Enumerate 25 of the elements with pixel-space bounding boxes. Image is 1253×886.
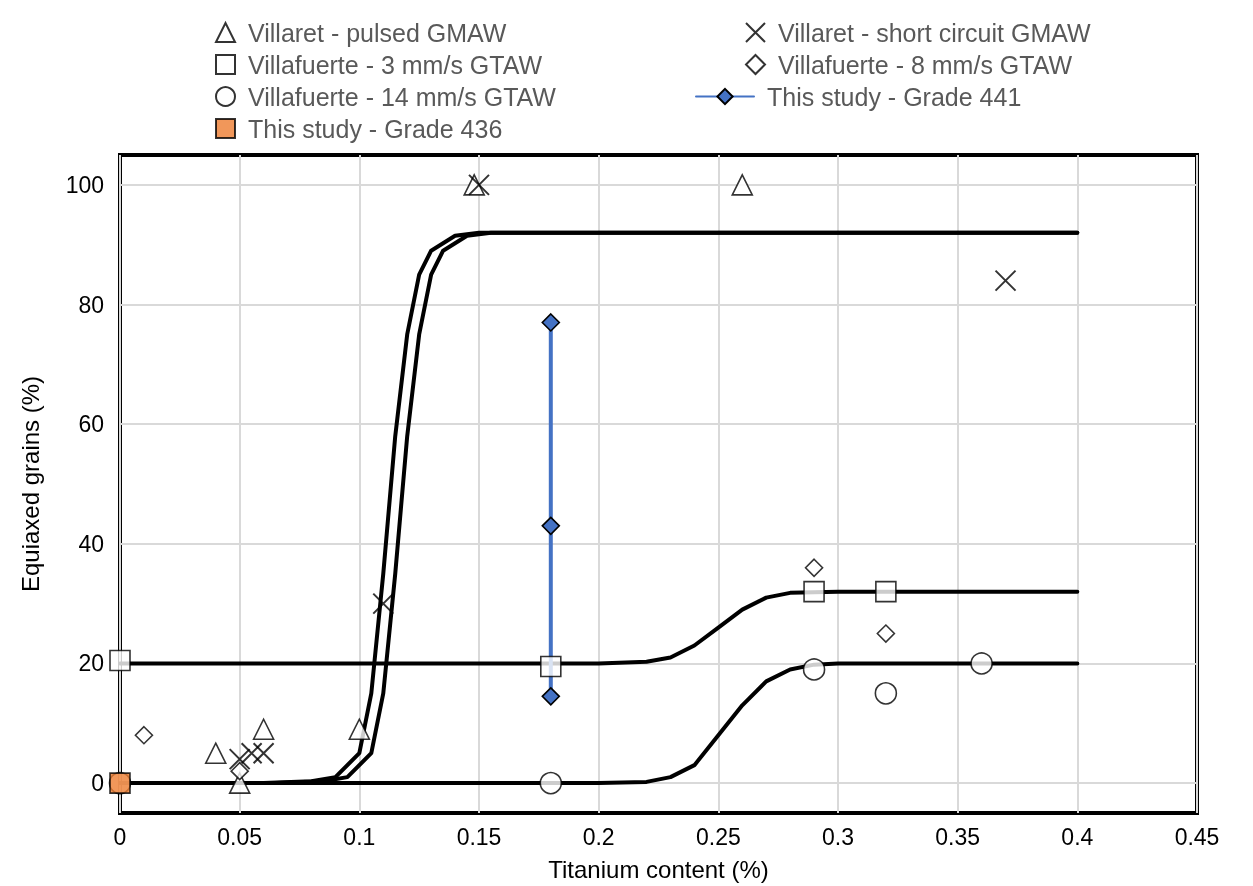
legend-label: Villaret - short circuit GMAW — [778, 18, 1091, 47]
legend-label: This study - Grade 436 — [248, 114, 503, 143]
y-axis-title: Equiaxed grains (%) — [16, 375, 44, 593]
x-tick-label: 0.15 — [456, 823, 502, 850]
x-tick-label: 0.45 — [1174, 823, 1220, 850]
y-tick-label: 100 — [65, 171, 104, 198]
y-tick-label: 0 — [91, 770, 104, 797]
x-tick-label: 0.4 — [1061, 823, 1094, 850]
x-tick-label: 0.2 — [582, 823, 615, 850]
legend-label: Villafuerte - 14 mm/s GTAW — [248, 82, 557, 111]
y-tick-label: 40 — [78, 530, 104, 557]
legend-label: Villafuerte - 3 mm/s GTAW — [248, 50, 543, 79]
legend-label: This study - Grade 441 — [767, 82, 1022, 111]
legend-label: Villafuerte - 8 mm/s GTAW — [778, 50, 1073, 79]
x-axis-title: Titanium content (%) — [548, 855, 769, 883]
x-tick-label: 0 — [113, 823, 127, 850]
y-tick-label: 60 — [78, 411, 104, 438]
x-tick-label: 0.05 — [217, 823, 263, 850]
legend-label: Villaret - pulsed GMAW — [248, 18, 507, 47]
x-tick-label: 0.25 — [695, 823, 741, 850]
y-tick-label: 80 — [78, 291, 104, 318]
x-tick-label: 0.3 — [822, 823, 854, 850]
y-tick-label: 20 — [78, 650, 104, 677]
x-tick-label: 0.1 — [343, 823, 376, 850]
x-tick-label: 0.35 — [935, 823, 981, 850]
